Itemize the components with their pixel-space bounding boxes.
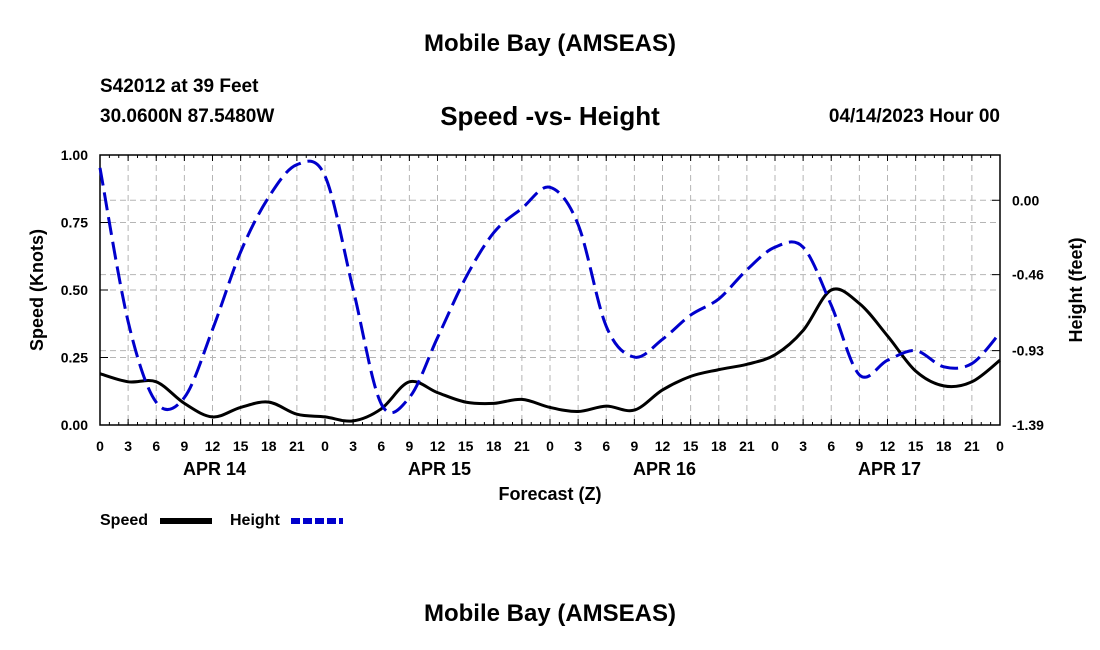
y2-tick-label: -0.93 [1012, 343, 1044, 359]
x-tick-label: 21 [514, 438, 530, 454]
x-tick-label: 0 [546, 438, 554, 454]
y-tick-label: 1.00 [61, 147, 88, 163]
legend-label-speed: Speed [100, 512, 148, 529]
x-tick-label: 6 [827, 438, 835, 454]
x-tick-label: 9 [855, 438, 863, 454]
x-tick-label: 3 [124, 438, 132, 454]
x-axis-title: Forecast (Z) [498, 484, 601, 504]
x-tick-label: 0 [996, 438, 1004, 454]
x-tick-label: 6 [602, 438, 610, 454]
x-tick-label: 18 [936, 438, 952, 454]
x-tick-label: 12 [880, 438, 896, 454]
y-tick-label: 0.50 [61, 282, 88, 298]
y2-tick-label: 0.00 [1012, 192, 1039, 208]
y2-tick-label: -1.39 [1012, 417, 1044, 433]
x-tick-label: 15 [683, 438, 699, 454]
y2-axis-title: Height (feet) [1066, 238, 1086, 343]
y-tick-label: 0.75 [61, 215, 88, 231]
station-label: S42012 at 39 Feet [100, 76, 259, 97]
series-line-height [98, 159, 1002, 415]
x-tick-label: 15 [233, 438, 249, 454]
x-tick-label: 3 [349, 438, 357, 454]
y-axis-title: Speed (Knots) [27, 229, 47, 351]
x-tick-label: 12 [205, 438, 221, 454]
x-tick-label: 9 [180, 438, 188, 454]
grid [99, 154, 1001, 426]
y-tick-label: 0.25 [61, 350, 88, 366]
x-tick-label: 0 [96, 438, 104, 454]
x-tick-label: 9 [630, 438, 638, 454]
x-tick-label: 15 [908, 438, 924, 454]
legend-label-height: Height [230, 512, 280, 529]
x-tick-label: 18 [261, 438, 277, 454]
page-title: Mobile Bay (AMSEAS) [423, 30, 677, 57]
x-tick-label: 21 [964, 438, 980, 454]
x-tick-label: 6 [152, 438, 160, 454]
forecast-timestamp: 04/14/2023 Hour 00 [828, 106, 1000, 127]
x-tick-label: 12 [430, 438, 446, 454]
x-tick-label: 21 [739, 438, 755, 454]
x-tick-label: 6 [377, 438, 385, 454]
x-tick-label: 3 [574, 438, 582, 454]
x-tick-label: 3 [799, 438, 807, 454]
date-label: APR 14 [183, 459, 246, 479]
date-label: APR 17 [858, 459, 921, 479]
axis-ticks [99, 154, 1001, 426]
legend: Speed Height [100, 512, 343, 529]
x-tick-label: 18 [486, 438, 502, 454]
x-tick-label: 15 [458, 438, 474, 454]
x-tick-label: 21 [289, 438, 305, 454]
date-label: APR 15 [408, 459, 471, 479]
x-tick-label: 12 [655, 438, 671, 454]
y-tick-label: 0.00 [61, 417, 88, 433]
footer-title: Mobile Bay (AMSEAS) [423, 600, 677, 627]
x-tick-label: 0 [321, 438, 329, 454]
series-line-speed [99, 287, 1001, 423]
x-tick-label: 0 [771, 438, 779, 454]
series-lines [98, 159, 1002, 423]
axis-labels: 0 3 6 9 12 15 18 21 0 3 6 9 12 15 18 21 0 3 6 9 12 15 18 21 0 3 6 9… [61, 147, 1044, 479]
station-coordinates: 30.0600N 87.5480W [100, 106, 275, 127]
chart-title: Speed -vs- Height [440, 101, 660, 131]
x-tick-label: 18 [711, 438, 727, 454]
x-tick-label: 9 [405, 438, 413, 454]
date-label: APR 16 [633, 459, 696, 479]
y2-tick-label: -0.46 [1012, 267, 1044, 283]
